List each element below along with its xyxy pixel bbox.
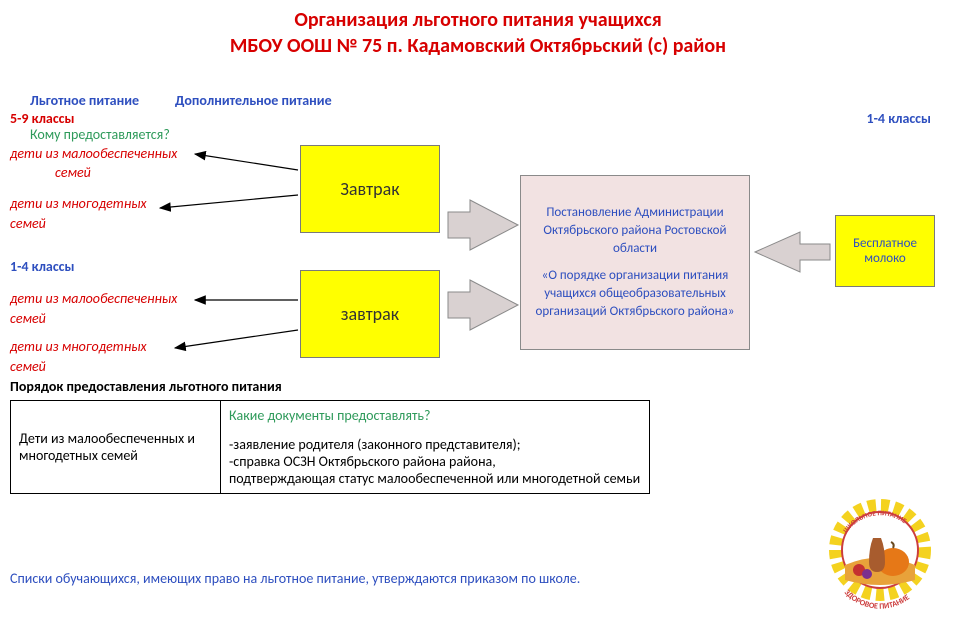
block-arrow-top <box>448 200 518 250</box>
table-right-l2: -справка ОСЗН Октябрьского района района… <box>229 453 641 470</box>
block-arrow-right <box>755 232 830 272</box>
procedure-header: Порядок предоставления льготного питания <box>10 378 282 395</box>
school-nutrition-logo: ШКОЛЬНОЕ ПИТАНИЕ ЗДОРОВОЕ ПИТАНИЕ <box>815 490 945 620</box>
footer-text: Списки обучающихся, имеющих право на льг… <box>10 570 580 587</box>
documents-table: Дети из малообеспеченных и многодетных с… <box>10 400 650 494</box>
table-right-l1: -заявление родителя (законного представи… <box>229 436 641 453</box>
block-arrow-bottom <box>448 280 518 330</box>
table-right-header: Какие документы предоставлять? <box>229 407 641 424</box>
table-left-cell: Дети из малообеспеченных и многодетных с… <box>11 401 221 493</box>
table-right-l3: подтверждающая статус малообеспеченной и… <box>229 470 641 487</box>
arrows-layer <box>0 0 956 633</box>
